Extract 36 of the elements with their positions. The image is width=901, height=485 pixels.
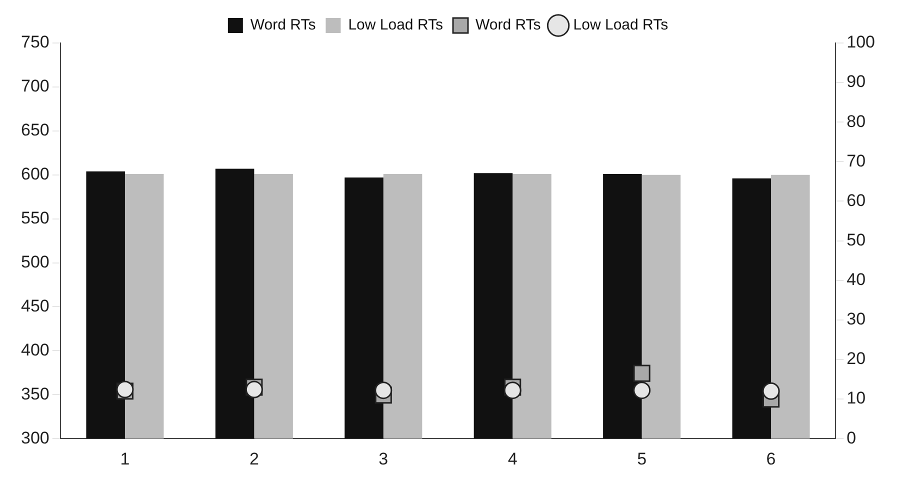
y-tick-label: 750: [20, 32, 50, 52]
y-tick-label: 350: [20, 384, 50, 404]
point: [374, 382, 392, 400]
point: [633, 382, 651, 400]
legend-label: Low Load RTs: [573, 16, 668, 34]
y-tick-label: 700: [20, 76, 50, 96]
y2-tick-label: 80: [846, 112, 866, 131]
x-tick-label: 3: [378, 449, 388, 468]
legend-label: Low Load RTs: [348, 16, 444, 34]
y2-tick-label: 50: [846, 230, 866, 250]
y-tick-label: 400: [20, 340, 50, 360]
y-tick-label: 300: [20, 428, 50, 448]
point: [633, 364, 650, 382]
x-tick-label: 5: [637, 449, 647, 468]
y-tick-label: 500: [20, 252, 50, 272]
y2-tick-label: 30: [846, 310, 866, 329]
y-tick-label: 650: [20, 120, 50, 140]
legend-label: Word RTs: [476, 16, 541, 34]
y-tick-label: 450: [20, 296, 50, 316]
x-tick-label: 4: [508, 449, 518, 468]
y2-tick-label: 90: [846, 72, 866, 92]
y2-tick-label: 100: [846, 32, 876, 52]
x-tick-label: 6: [766, 449, 776, 468]
y-tick-label: 550: [20, 208, 50, 228]
y2-tick-label: 20: [846, 349, 866, 368]
y2-tick-label: 40: [846, 270, 866, 290]
y2-tick-label: 10: [846, 388, 866, 408]
y2-tick-label: 70: [846, 151, 866, 170]
legend-label: Word RTs: [250, 16, 316, 34]
point: [504, 382, 522, 400]
x-tick-label: 2: [249, 449, 259, 468]
x-tick-label: 1: [120, 449, 130, 468]
y-tick-label: 600: [20, 164, 50, 184]
point: [762, 382, 780, 400]
y2-tick-label: 60: [846, 190, 866, 210]
y2-tick-label: 0: [846, 428, 856, 448]
